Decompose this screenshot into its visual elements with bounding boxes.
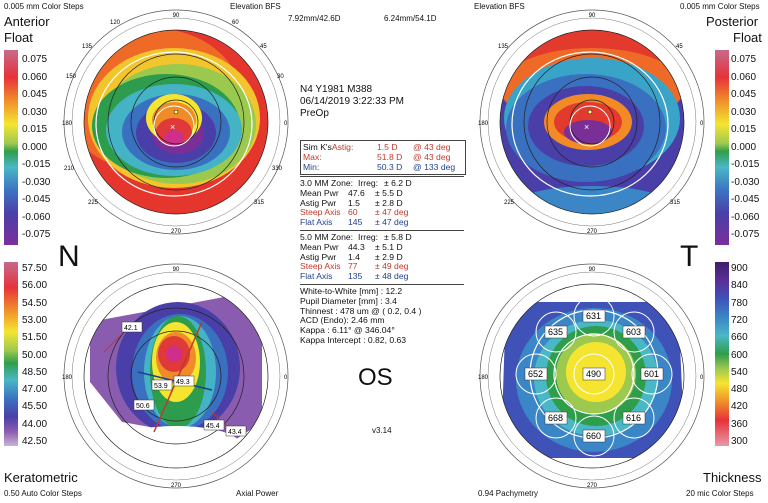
svg-text:135: 135 [82,44,93,50]
simk-box: Sim K'sAstig: 1.5 D @ 43 deg Max: 51.8 D @ 4… [300,140,466,176]
kerato-legend [4,262,18,446]
kerato-label-6: 43.4 [228,429,242,436]
svg-text:150: 150 [66,74,77,80]
svg-text:45: 45 [260,44,267,50]
thickness-map[interactable]: 631 635 603 652 490 601 668 616 660 90 0… [478,262,706,490]
kerato-label-4: 50.6 [136,403,150,410]
svg-text:90: 90 [589,13,596,19]
svg-text:270: 270 [171,229,182,235]
svg-text:135: 135 [498,44,509,50]
keratometric-title: Keratometric [4,470,78,485]
svg-text:45: 45 [676,44,683,50]
keratometric-steps: 0.50 Auto Color Steps [4,489,82,498]
anterior-bfs-value: 7.92mm/42.6D [288,14,341,23]
svg-text:270: 270 [587,483,598,489]
eye-label: OS [358,364,393,391]
right-color-steps: 0.005 mm Color Steps [680,2,760,11]
svg-text:225: 225 [88,200,99,206]
pachymetry-label: 0.94 Pachymetry [478,489,539,498]
nasal-label: N [58,240,80,273]
svg-text:330: 330 [272,166,283,172]
posterior-title: Posterior [706,14,759,29]
svg-text:90: 90 [589,267,596,273]
patient-info: N4 Y1981 M388 06/14/2019 3:22:33 PM PreO… [300,84,404,119]
thickness-title: Thickness [703,470,762,485]
zone5-block: 5.0 MM Zone: Irreg: ± 5.8 D Mean Pwr 44.3 ± … [300,230,464,284]
float-legend-left [4,50,18,245]
anterior-sub: Float [4,30,33,45]
anterior-title: Anterior [4,14,50,29]
svg-text:0: 0 [700,121,704,127]
pachy-central: 490 [586,369,601,379]
float-legend-right [715,50,729,245]
pachy-superonasal: 635 [548,327,563,337]
svg-text:0: 0 [284,121,288,127]
svg-text:225: 225 [504,200,515,206]
svg-text:180: 180 [478,375,489,381]
svg-text:×: × [584,122,589,132]
temporal-label: T [680,240,699,273]
kerato-label-1: 42.1 [124,325,138,332]
svg-text:210: 210 [64,166,75,172]
posterior-sub: Float [733,30,762,45]
left-color-steps: 0.005 mm Color Steps [4,2,84,11]
pachy-inferior: 660 [586,431,601,441]
keratometric-map[interactable]: 42.1 53.9 49.3 50.6 45.4 43.4 90 0 270 1… [62,262,290,490]
pachy-superotemporal: 603 [626,327,641,337]
version-label: v3.14 [372,426,392,435]
svg-text:315: 315 [670,200,681,206]
thickness-legend [715,262,729,446]
kerato-label-2: 53.9 [154,383,168,390]
measurements-block: White-to-White [mm] : 12.2 Pupil Diamete… [300,284,464,348]
posterior-float-map[interactable]: × 90 45 0 315 270 225 180 135 [478,8,706,236]
pachy-temporal: 601 [644,369,659,379]
svg-text:×: × [170,122,175,132]
svg-text:0: 0 [700,375,704,381]
pachy-superior: 631 [586,311,601,321]
posterior-bfs-label: Elevation BFS [474,2,525,11]
svg-text:270: 270 [587,229,598,235]
svg-text:315: 315 [254,200,265,206]
pachy-nasal: 652 [528,369,543,379]
svg-text:0: 0 [284,375,288,381]
svg-text:90: 90 [173,13,180,19]
kerato-label-5: 45.4 [206,423,220,430]
anterior-bfs-label: Elevation BFS [230,2,281,11]
axial-power-label: Axial Power [236,489,279,498]
thickness-steps: 20 mic Color Steps [686,489,754,498]
svg-text:90: 90 [173,267,180,273]
anterior-float-map[interactable]: × 90 60 45 30 0 330 315 270 225 210 180 … [62,8,290,236]
svg-text:180: 180 [478,121,489,127]
kerato-label-3: 49.3 [176,379,190,386]
svg-text:30: 30 [277,74,284,80]
svg-text:120: 120 [110,20,121,26]
svg-text:180: 180 [62,121,73,127]
svg-text:180: 180 [62,375,73,381]
svg-text:270: 270 [171,483,182,489]
posterior-bfs-value: 6.24mm/54.1D [384,14,437,23]
zone3-block: 3.0 MM Zone: Irreg: ± 6.2 D Mean Pwr 47.6 ± … [300,176,464,230]
pachy-inferonasal: 668 [548,413,563,423]
svg-text:60: 60 [232,20,239,26]
pachy-inferotemporal: 616 [626,413,641,423]
